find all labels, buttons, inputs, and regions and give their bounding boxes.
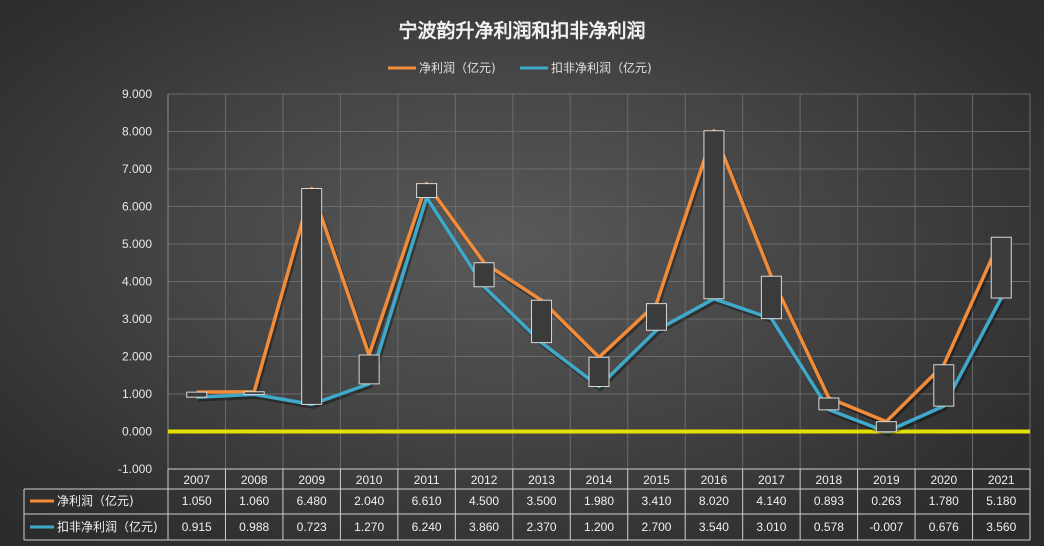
high-low-bar [875,421,897,433]
high-low-bar [703,130,725,300]
table-cell-value: 3.410 [641,494,671,508]
table-cell-value: 1.060 [239,494,269,508]
table-cell-value: 0.676 [929,520,959,534]
y-axis-tick-labels: -1.000 0.000 1.000 2.000 3.000 4.000 5.000 6.00… [118,87,152,476]
table-cell-value: 0.723 [297,520,327,534]
table-cell-value: 0.893 [814,494,844,508]
high-low-bar [645,303,667,331]
high-low-bar [531,299,553,344]
table-cell-value: 6.610 [412,494,442,508]
table-cell-value: 2.040 [354,494,384,508]
table-cell-value: 6.480 [297,494,327,508]
table-cell-value: 0.915 [182,520,212,534]
y-tick-label: 7.000 [122,162,152,176]
high-low-bar [358,354,380,385]
high-low-bar [473,262,495,288]
table-cell-value: 8.020 [699,494,729,508]
y-tick-label: 9.000 [122,87,152,101]
x-tick-label: 2009 [298,473,325,487]
high-low-bar [588,356,610,387]
high-low-bar [990,236,1012,299]
table-cell-value: 1.980 [584,494,614,508]
x-tick-label: 2020 [930,473,957,487]
table-cell-value: 2.370 [527,520,557,534]
high-low-bar [933,364,955,407]
y-tick-label: 2.000 [122,350,152,364]
x-tick-label: 2017 [758,473,785,487]
table-cell-value: 1.270 [354,520,384,534]
table-cell-value: -0.007 [869,520,903,534]
table-cell-value: 0.988 [239,520,269,534]
x-tick-label: 2008 [241,473,268,487]
y-tick-label: 6.000 [122,200,152,214]
table-cell-value: 5.180 [986,494,1016,508]
y-tick-label: 0.000 [122,425,152,439]
x-tick-label: 2016 [701,473,728,487]
legend: 净利润（亿元) 扣非净利润（亿元) [388,60,652,75]
table-row-label: 扣非净利润（亿元) [57,519,158,534]
table-cell-value: 4.500 [469,494,499,508]
x-tick-label: 2011 [414,473,440,487]
data-table: 2007 2008 2009 2010 2011 2012 2013 2014 2015 2016… [23,468,1031,541]
x-tick-label: 2013 [528,473,555,487]
table-row-label: 净利润（亿元) [57,493,134,508]
table-cell-value: 1.200 [584,520,614,534]
x-tick-label: 2014 [586,473,613,487]
y-tick-label: 1.000 [122,387,152,401]
x-tick-label: 2015 [643,473,670,487]
table-cell-value: 2.700 [641,520,671,534]
chart-title: 宁波韵升净利润和扣非净利润 [398,19,645,42]
table-cell-value: 6.240 [412,520,442,534]
table-cell-value: 1.050 [182,494,212,508]
x-tick-label: 2021 [988,473,1015,487]
x-tick-label: 2018 [816,473,843,487]
high-low-bars [186,130,1012,433]
y-tick-label: 8.000 [122,125,152,139]
series-line-shadow [198,198,1005,437]
high-low-bar [818,397,840,411]
table-cell-value: 1.780 [929,494,959,508]
legend-label-deducted-net-profit: 扣非净利润（亿元) [551,60,652,75]
high-low-bar [186,391,208,398]
table-cell-value: 4.140 [756,494,786,508]
y-tick-label: 5.000 [122,237,152,251]
high-low-bar [301,188,323,405]
x-tick-label: 2019 [873,473,900,487]
table-cell-value: 3.500 [527,494,557,508]
y-tick-label: 3.000 [122,312,152,326]
table-cell-value: 3.560 [986,520,1016,534]
x-tick-label: 2010 [356,473,383,487]
high-low-bar [760,275,782,320]
x-tick-label: 2007 [183,473,210,487]
high-low-bar [243,391,265,395]
legend-label-net-profit: 净利润（亿元) [419,60,496,75]
table-cell-value: 0.578 [814,520,844,534]
table-cell-value: 3.010 [756,520,786,534]
table-cell-value: 3.540 [699,520,729,534]
high-low-bar [416,183,438,198]
y-tick-label: -1.000 [118,462,152,476]
table-cell-value: 0.263 [871,494,901,508]
table-cell-value: 3.860 [469,520,499,534]
x-tick-label: 2012 [471,473,498,487]
y-tick-label: 4.000 [122,275,152,289]
